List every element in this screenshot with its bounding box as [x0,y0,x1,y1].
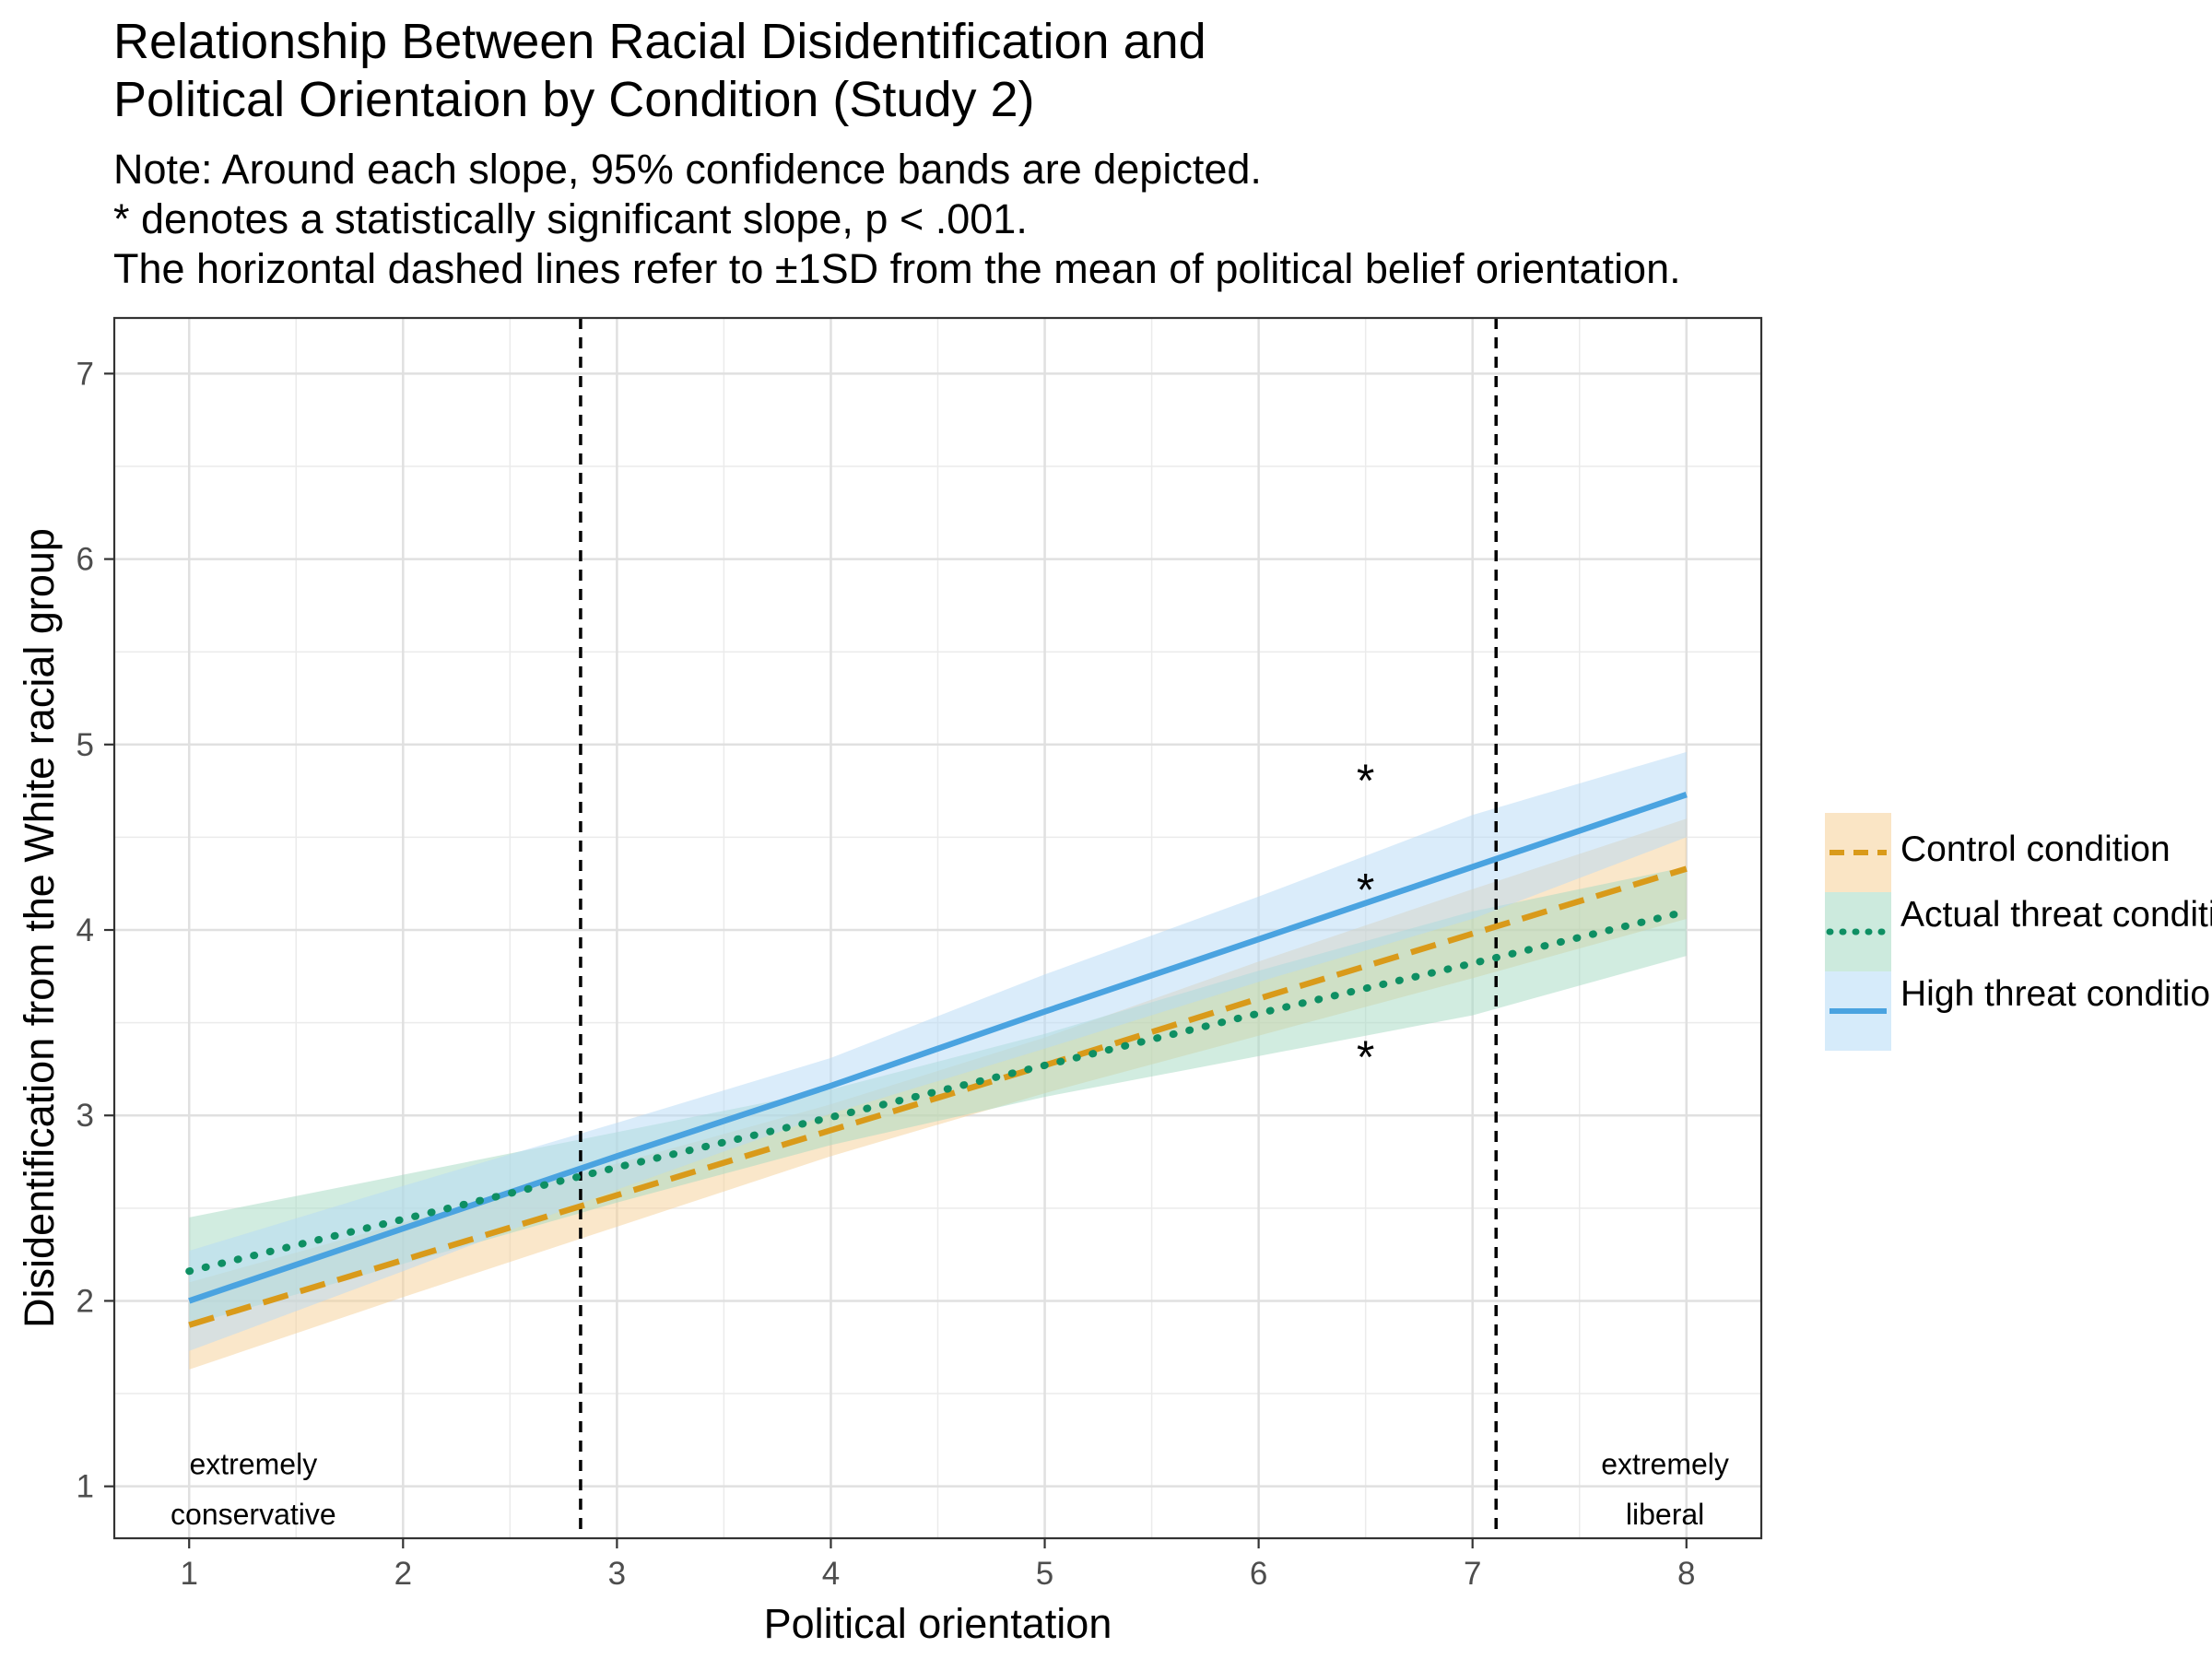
annotation-4: liberal [1626,1498,1704,1531]
chart-title-line-2: Political Orientaion by Condition (Study… [113,72,1035,127]
axis-ticks: 1 2 3 4 5 6 7 8 1 2 3 4 5 6 7 [76,356,1696,1592]
y-tick-label: 7 [76,356,94,392]
legend-key-actual-threat [1825,892,1891,971]
y-tick-label: 4 [76,912,94,948]
significance-mark-2: * [1357,865,1374,916]
series-line-1 [188,865,1688,1328]
y-tick-label: 6 [76,542,94,578]
x-tick-label: 6 [1250,1556,1267,1592]
annotation-3: extremely [1601,1448,1729,1481]
legend-label-high-threat: High threat condition [1900,974,2212,1014]
significance-mark-3: * [1357,1031,1374,1083]
axis-annotations: extremely conservative extremely liberal [171,1448,1729,1531]
series-lines [185,792,1690,1328]
chart-note: Note: Around each slope, 95% confidence … [113,145,1681,294]
chart-title-line-1: Relationship Between Racial Disidentific… [113,14,1206,69]
x-tick-label: 3 [608,1556,626,1592]
x-axis-label: Political orientation [764,1600,1112,1647]
x-tick-label: 7 [1464,1556,1481,1592]
x-tick-label: 4 [822,1556,840,1592]
note-line-1: Note: Around each slope, 95% confidence … [113,146,1262,193]
legend-key-control [1825,813,1891,892]
legend-label-actual-threat: Actual threat condition [1900,895,2212,935]
y-tick-label: 1 [76,1469,94,1505]
y-tick-label: 5 [76,727,94,763]
annotation-2: conservative [171,1498,336,1531]
y-tick-label: 3 [76,1098,94,1134]
y-tick-label: 2 [76,1283,94,1319]
legend-label-control: Control condition [1900,830,2171,869]
note-line-2: * denotes a statistically significant sl… [113,195,1028,242]
y-axis-label: Disidentification from the White racial … [16,528,63,1328]
x-tick-label: 5 [1036,1556,1053,1592]
x-tick-label: 2 [394,1556,412,1592]
plot-panel-border [112,316,1763,1540]
legend-key-high-threat [1825,971,1891,1051]
series-line-3 [188,792,1688,1304]
x-tick-label: 8 [1677,1556,1695,1592]
chart-title: Relationship Between Racial Disidentific… [113,13,1206,129]
note-line-3: The horizontal dashed lines refer to ±1S… [113,245,1681,292]
significance-marks: * * * [1357,755,1374,1083]
significance-mark-1: * [1357,755,1374,806]
annotation-1: extremely [189,1448,317,1481]
x-tick-label: 1 [180,1556,197,1592]
